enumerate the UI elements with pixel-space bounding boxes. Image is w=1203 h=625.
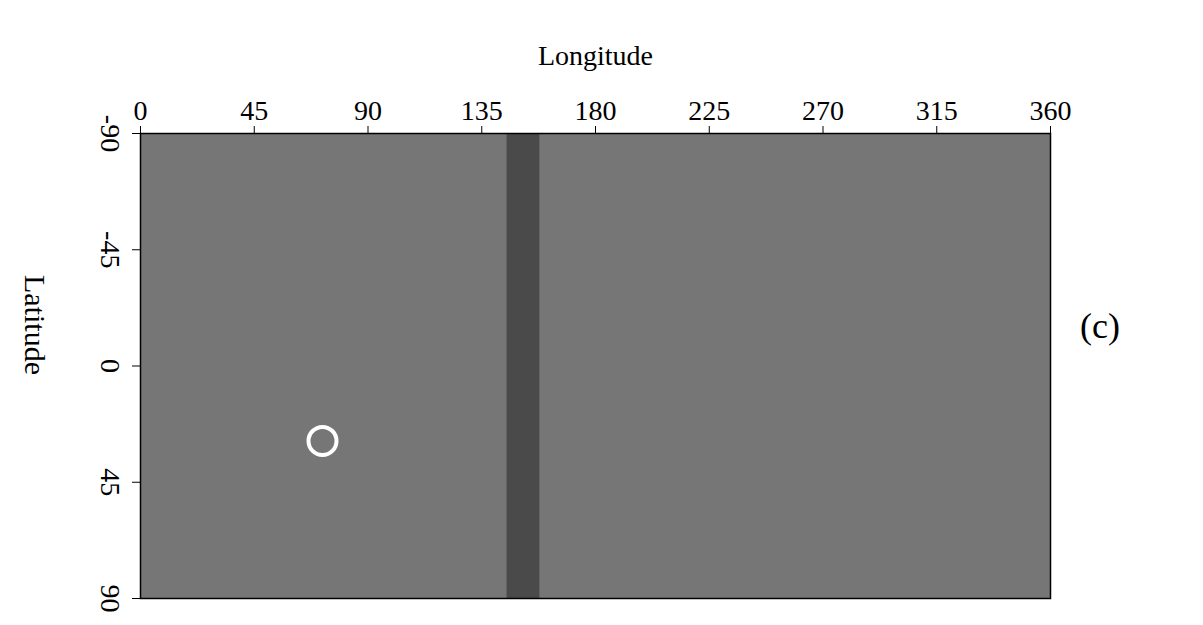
svg-text:360: 360 xyxy=(1030,95,1072,126)
svg-text:225: 225 xyxy=(688,95,730,126)
svg-text:135: 135 xyxy=(461,95,503,126)
svg-text:-45: -45 xyxy=(95,231,126,268)
html-text:Latitude: Latitude xyxy=(19,275,52,375)
svg-text:90: 90 xyxy=(95,585,126,613)
svg-text:45: 45 xyxy=(95,468,126,496)
svg-text:Longitude: Longitude xyxy=(538,40,653,71)
svg-text:180: 180 xyxy=(575,95,617,126)
svg-text:45: 45 xyxy=(240,95,268,126)
svg-text:0: 0 xyxy=(95,359,126,373)
svg-text:270: 270 xyxy=(802,95,844,126)
svg-text:90: 90 xyxy=(354,95,382,126)
svg-text:-90: -90 xyxy=(95,115,126,152)
svg-text:315: 315 xyxy=(916,95,958,126)
html-text:(c): (c) xyxy=(1080,306,1120,346)
svg-text:0: 0 xyxy=(134,95,148,126)
